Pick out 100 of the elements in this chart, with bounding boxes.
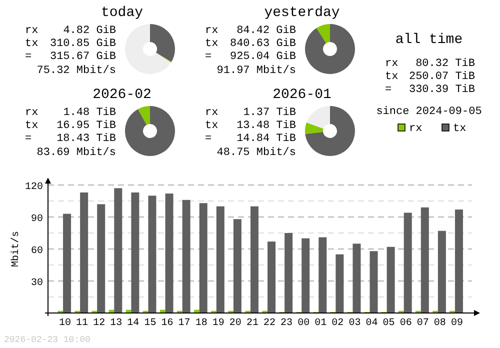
text: since 2024-09-05 [376,106,482,118]
text: = [205,133,212,145]
text: 84.42 GiB [236,25,296,37]
text: 4.82 GiB [63,25,116,37]
bar [318,237,327,313]
donut-slice [305,122,324,134]
chart-title: yesterday [264,5,340,21]
text: 83.69 Mbit/s [36,147,116,159]
bar [302,238,310,313]
text: rx [205,107,219,119]
text: rx [385,58,399,70]
text: tx [25,38,39,50]
bar [386,246,395,313]
x-tick-label: 07 [416,318,429,329]
x-tick-label: 13 [110,318,122,329]
bar [114,188,122,313]
text: 13.48 TiB [236,120,296,132]
donut-slice [305,106,355,156]
bar [454,210,463,313]
text: 75.32 Mbit/s [36,65,116,77]
text: 1.37 TiB [243,107,296,119]
x-tick-label: 08 [434,318,446,329]
donut-slice [156,52,172,63]
bar [182,200,190,313]
text: 330.39 TiB [408,84,476,96]
donut-slice [306,106,330,129]
text: = [25,51,32,63]
text: 80.32 TiB [416,58,476,70]
bar [284,233,293,313]
bar [268,242,276,313]
legend-label: tx [453,123,467,135]
text: 315.67 GiB [50,51,116,63]
x-tick-label: 23 [280,318,293,329]
x-tick-label: 20 [229,318,242,329]
x-tick-label: 17 [178,318,190,329]
bar [97,204,106,313]
text: 250.07 TiB [408,71,476,83]
text: 18.43 TiB [56,133,116,145]
bar [199,203,208,313]
donut-slice [125,106,175,156]
text: = [205,51,212,63]
x-tick-label: 22 [264,318,276,329]
donut-slice [138,106,150,125]
x-tick-label: 09 [450,318,463,329]
bar [233,219,242,313]
bar [216,206,224,313]
text: 840.63 GiB [230,38,296,50]
bar [148,196,156,313]
x-tick-label: 10 [59,318,72,329]
x-tick-label: 11 [76,318,88,329]
text: 310.85 GiB [50,38,116,50]
x-tick-label: 15 [144,318,156,329]
x-tick-label: 00 [298,318,310,329]
y-axis-title: Mbit/s [10,230,22,268]
text: all time [395,32,463,48]
donut-slice [316,24,330,44]
y-tick-label: 90 [30,214,43,225]
text: tx [205,38,219,50]
text: = [25,133,32,145]
text: 14.84 TiB [236,133,296,145]
donut-slice [305,24,355,74]
x-tick-label: 04 [366,318,378,329]
bar [336,254,344,313]
bar [370,251,378,313]
bar [438,230,446,313]
text: 925.04 GiB [230,51,296,63]
x-tick-label: 06 [400,318,412,329]
text: 91.97 Mbit/s [216,65,296,77]
y-tick-label: 60 [30,246,43,257]
x-tick-label: 19 [212,318,224,329]
x-tick-label: 18 [195,318,208,329]
bar [404,212,412,313]
donut-slice [125,24,172,74]
bar [250,206,258,313]
x-tick-label: 03 [348,318,361,329]
y-tick-label: 30 [30,278,43,289]
text: tx [25,120,39,132]
bar [420,207,429,313]
bar [63,214,72,313]
bar [352,244,361,313]
text: rx [25,25,39,37]
x-tick-label: 21 [246,318,258,329]
text: tx [205,120,219,132]
x-tick-label: 02 [332,318,344,329]
legend-label: rx [409,123,423,135]
x-tick-label: 16 [161,318,174,329]
x-tick-label: 12 [93,318,106,329]
bar [131,192,140,313]
text: = [385,84,392,96]
text: tx [385,71,399,83]
text: 1.48 TiB [63,107,116,119]
bar [80,192,88,313]
donut-slice [150,24,175,62]
x-tick-label: 14 [127,318,140,329]
bar [165,194,174,313]
text: rx [205,25,219,37]
text: 16.95 TiB [56,120,116,132]
x-tick-label: 05 [382,318,395,329]
x-tick-label: 01 [314,318,327,329]
text: 48.75 Mbit/s [216,147,296,159]
